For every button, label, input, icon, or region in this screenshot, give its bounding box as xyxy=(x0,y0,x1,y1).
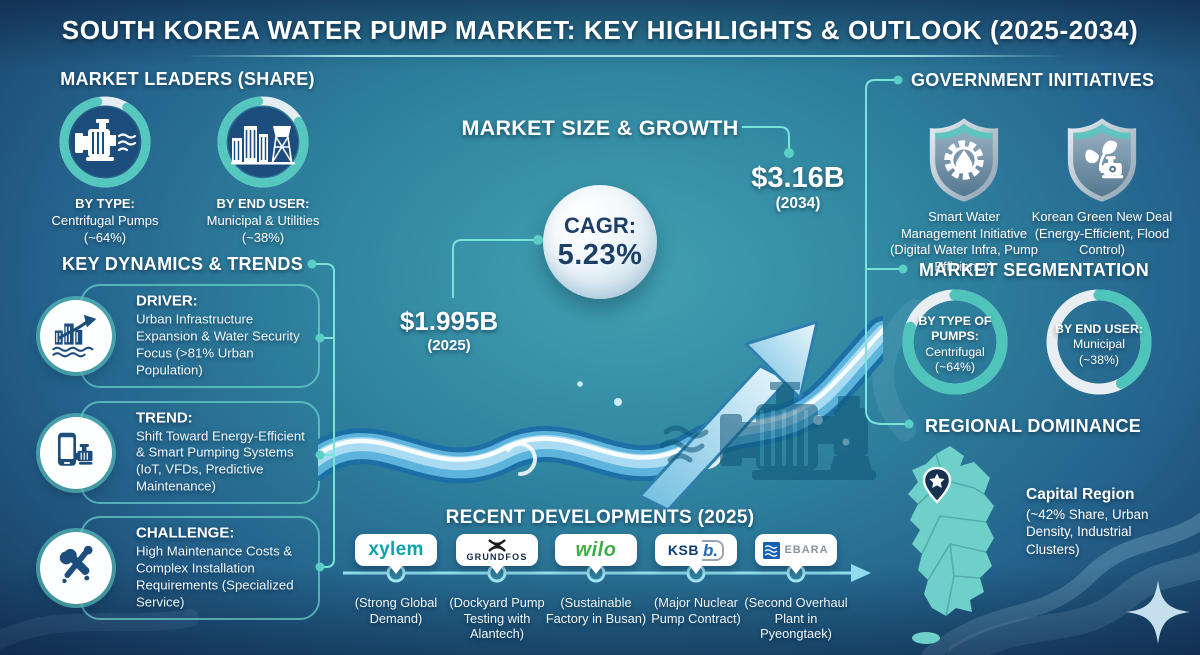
grundfos-logo: GRUNDFOS xyxy=(456,534,538,574)
government-heading: GOVERNMENT INITIATIVES xyxy=(911,70,1155,90)
challenge-text: High Maintenance Costs & Complex Install… xyxy=(136,543,294,610)
ebara-caption: (Second Overhaul Plant in Pyeongtaek) xyxy=(744,595,848,642)
value-2025: $1.995B xyxy=(399,306,499,336)
regional-heading: REGIONAL DOMINANCE xyxy=(925,416,1142,436)
city-icon xyxy=(231,126,295,165)
segment-type-label: BY TYPE OF PUMPS: xyxy=(918,314,992,344)
market-size-heading: MARKET SIZE & GROWTH xyxy=(461,116,739,140)
wave-arrow-illustration xyxy=(318,316,883,512)
segment-type-share: (~64%) xyxy=(935,360,975,375)
capital-pin-icon xyxy=(922,466,952,504)
leader-by-type: BY TYPE: Centrifugal Pumps (~64%) xyxy=(25,95,185,247)
ksb-caption: (Major Nuclear Pump Contract) xyxy=(651,595,741,626)
segment-donut-type xyxy=(902,289,1008,395)
gov-initiative-1: Smart Water Management Initiative (Digit… xyxy=(890,209,1038,274)
cagr-value: 5.23% xyxy=(557,238,643,271)
driver-title: DRIVER: xyxy=(136,292,198,310)
challenge-title: CHALLENGE: xyxy=(136,524,235,542)
pump-watermark-icon xyxy=(659,382,876,480)
leader-label: BY TYPE: xyxy=(75,196,135,211)
shield-water-gear-icon xyxy=(929,118,999,202)
wilo-caption: (Sustainable Factory in Busan) xyxy=(545,595,647,626)
south-korea-map xyxy=(908,446,994,644)
segmentation-heading: MARKET SEGMENTATION xyxy=(919,260,1150,280)
pump-icon xyxy=(75,119,137,161)
driver-text: Urban Infrastructure Expansion & Water S… xyxy=(136,311,300,378)
dynamics-heading: KEY DYNAMICS & TRENDS xyxy=(62,254,303,274)
ebara-logo: EBARA xyxy=(755,534,837,574)
market-size-2034: $3.16B (2034) xyxy=(742,162,854,213)
leader-name: Centrifugal Pumps xyxy=(51,212,159,228)
trend-card: TREND: Shift Toward Energy-Efficient & S… xyxy=(40,401,320,504)
value-2034: $3.16B xyxy=(751,162,845,194)
year-2025: (2025) xyxy=(427,337,471,354)
developments-heading: RECENT DEVELOPMENTS (2025) xyxy=(445,507,755,528)
grundfos-logo-text: GRUNDFOS xyxy=(466,551,528,562)
capital-region-text: (~42% Share, Urban Density, Industrial C… xyxy=(1026,507,1149,557)
segment-type-text: BY TYPE OF PUMPS: Centrifugal (~64%) xyxy=(900,314,1010,375)
ksb-logo-text: KSB xyxy=(667,542,699,558)
segment-enduser-text: BY END USER: Municipal (~38%) xyxy=(1044,322,1154,368)
xylem-logo-text: xylem xyxy=(368,539,424,560)
wilo-logo-text: wilo xyxy=(575,538,617,561)
smart-pump-icon xyxy=(40,416,112,489)
segment-type-name: Centrifugal xyxy=(925,344,985,359)
segment-donut-enduser xyxy=(1046,289,1152,395)
driver-card: DRIVER: Urban Infrastructure Expansion &… xyxy=(40,284,320,388)
cagr-bubble: CAGR: 5.23% xyxy=(543,185,657,299)
cagr-label: CAGR: xyxy=(563,212,637,238)
leader-label: BY END USER: xyxy=(216,196,310,211)
market-size-2025: $1.995B (2025) xyxy=(384,306,514,354)
tools-icon xyxy=(40,532,112,604)
shield-leaf-pump-icon xyxy=(1067,118,1137,202)
share-ring xyxy=(217,96,309,188)
ebara-waves-icon xyxy=(763,541,781,559)
leader-share: (~38%) xyxy=(241,229,285,245)
xylem-logo: xylem xyxy=(355,534,437,574)
xylem-caption: (Strong Global Demand) xyxy=(354,595,438,626)
challenge-card: CHALLENGE: High Maintenance Costs & Comp… xyxy=(40,516,320,620)
leader-name: Municipal & Utilities xyxy=(206,212,320,228)
ksb-logo: KSB b. xyxy=(655,534,737,574)
sparkle-icon xyxy=(1126,580,1190,644)
market-leaders-heading: MARKET LEADERS (SHARE) xyxy=(60,69,315,89)
leader-by-end-user: BY END USER: Municipal & Utilities (~38%… xyxy=(183,95,343,247)
capital-region-title: Capital Region xyxy=(1026,486,1135,503)
urban-growth-icon xyxy=(40,300,112,372)
share-ring xyxy=(59,96,151,188)
ebara-logo-text: EBARA xyxy=(784,544,829,556)
wilo-logo: wilo xyxy=(555,534,637,574)
trend-title: TREND: xyxy=(136,409,193,427)
trend-text: Shift Toward Energy-Efficient & Smart Pu… xyxy=(136,428,305,494)
segment-enduser-name: Municipal xyxy=(1073,337,1125,352)
grundfos-x-icon xyxy=(488,538,506,552)
title-underline xyxy=(185,55,1065,57)
capital-region-callout: Capital Region (~42% Share, Urban Densit… xyxy=(1026,486,1186,558)
year-2034: (2034) xyxy=(775,195,821,212)
gov-initiative-2: Korean Green New Deal (Energy-Efficient,… xyxy=(1031,209,1173,258)
grundfos-caption: (Dockyard Pump Testing with Alantech) xyxy=(449,595,545,642)
ksb-b-icon: b. xyxy=(701,539,725,561)
segment-enduser-label: BY END USER: xyxy=(1055,322,1143,336)
leader-share: (~64%) xyxy=(83,229,127,245)
segment-enduser-share: (~38%) xyxy=(1079,352,1119,367)
page-title: SOUTH KOREA WATER PUMP MARKET: KEY HIGHL… xyxy=(61,15,1139,45)
